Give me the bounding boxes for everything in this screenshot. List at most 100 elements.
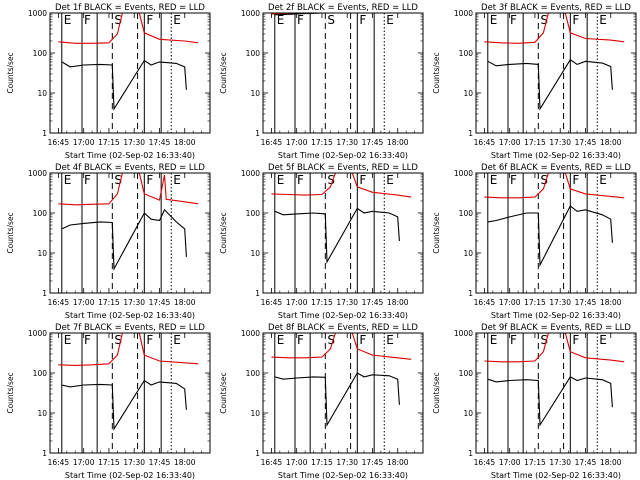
y-tick-label: 10 (250, 249, 260, 258)
y-tick-label: 1000 (454, 169, 473, 178)
y-axis-label: Counts/sec (432, 372, 441, 413)
x-tick-label: 17:15 (524, 458, 546, 467)
y-tick-label: 1 (468, 289, 473, 298)
x-axis-label: Start Time (02-Sep-02 16:33:40) (65, 471, 195, 480)
x-tick-label: 18:00 (387, 138, 409, 147)
chart-title: Det 5f BLACK = Events, RED = LLD (268, 163, 418, 173)
chart-title: Det 2f BLACK = Events, RED = LLD (268, 3, 418, 13)
y-tick-label: 1 (468, 449, 473, 458)
y-axis-label: Counts/sec (219, 212, 228, 253)
x-tick-label: 17:45 (575, 458, 597, 467)
event-marker-label: F (146, 13, 153, 27)
x-tick-label: 17:30 (549, 458, 571, 467)
plot-frame (475, 12, 637, 134)
events-series-line (61, 59, 187, 111)
events-series-line (61, 208, 187, 271)
event-marker-label: S (540, 13, 548, 27)
chart-panel-6: Det 6f BLACK = Events, RED = LLD Counts/s… (432, 163, 637, 320)
x-tick-label: 17:45 (575, 298, 597, 307)
x-tick-label: 18:00 (174, 138, 196, 147)
x-tick-label: 17:30 (336, 458, 358, 467)
chart-panel-2: Det 2f BLACK = Events, RED = LLD Counts/s… (219, 3, 424, 160)
event-marker-label: E (599, 333, 607, 347)
x-axis-label: Start Time (02-Sep-02 16:33:40) (65, 311, 195, 320)
chart-panel-5: Det 5f BLACK = Events, RED = LLD Counts/s… (219, 163, 424, 320)
x-tick-label: 17:00 (286, 298, 308, 307)
chart-panel-9: Det 9f BLACK = Events, RED = LLD Counts/s… (432, 323, 637, 480)
event-marker-label: S (540, 333, 548, 347)
chart-panel-8: Det 8f BLACK = Events, RED = LLD Counts/s… (219, 323, 424, 480)
y-axis-label: Counts/sec (6, 52, 15, 93)
x-tick-label: 17:30 (549, 138, 571, 147)
y-tick-label: 1 (255, 129, 260, 138)
event-marker-label: F (84, 173, 91, 187)
y-tick-label: 10 (250, 89, 260, 98)
x-tick-label: 17:00 (499, 458, 521, 467)
x-tick-label: 17:15 (311, 458, 333, 467)
x-axis-label: Start Time (02-Sep-02 16:33:40) (278, 471, 408, 480)
event-marker-label: S (114, 173, 122, 187)
x-tick-label: 17:00 (499, 298, 521, 307)
chart-title: Det 9f BLACK = Events, RED = LLD (481, 323, 631, 333)
y-tick-label: 100 (246, 209, 261, 218)
x-tick-label: 17:15 (98, 138, 120, 147)
event-marker-label: F (572, 333, 579, 347)
x-tick-label: 17:45 (575, 138, 597, 147)
event-marker-label: E (277, 13, 285, 27)
event-marker-label: F (146, 173, 153, 187)
y-tick-label: 1000 (28, 329, 47, 338)
x-tick-label: 16:45 (48, 458, 70, 467)
x-tick-label: 17:15 (311, 298, 333, 307)
chart-panel-3: Det 3f BLACK = Events, RED = LLD Counts/s… (432, 3, 637, 160)
x-tick-label: 16:45 (474, 458, 496, 467)
x-tick-label: 17:45 (149, 298, 171, 307)
x-tick-label: 17:00 (286, 458, 308, 467)
chart-panel-7: Det 7f BLACK = Events, RED = LLD Counts/s… (6, 323, 211, 480)
event-marker-label: F (84, 333, 91, 347)
event-marker-label: S (327, 333, 335, 347)
x-tick-label: 18:00 (600, 458, 622, 467)
x-tick-label: 16:45 (261, 298, 283, 307)
plot-frame (262, 12, 424, 134)
x-tick-label: 17:15 (311, 138, 333, 147)
x-tick-label: 17:15 (524, 298, 546, 307)
y-tick-label: 100 (246, 49, 261, 58)
event-marker-label: S (114, 13, 122, 27)
chart-title: Det 7f BLACK = Events, RED = LLD (55, 323, 205, 333)
y-tick-label: 1000 (454, 329, 473, 338)
event-marker-label: F (146, 333, 153, 347)
x-axis-label: Start Time (02-Sep-02 16:33:40) (278, 151, 408, 160)
events-series-line (274, 207, 400, 264)
x-tick-label: 17:45 (149, 138, 171, 147)
y-tick-label: 10 (463, 89, 473, 98)
chart-panel-4: Det 4f BLACK = Events, RED = LLD Counts/s… (6, 163, 211, 320)
event-marker-label: S (327, 173, 335, 187)
plot-frame (262, 332, 424, 454)
event-marker-label: S (327, 13, 335, 27)
chart-title: Det 3f BLACK = Events, RED = LLD (481, 3, 631, 13)
event-marker-label: E (386, 333, 394, 347)
events-series-line (487, 376, 613, 427)
x-tick-label: 16:45 (48, 298, 70, 307)
events-series-line (487, 205, 613, 268)
event-marker-label: F (297, 333, 304, 347)
x-tick-label: 17:00 (499, 138, 521, 147)
event-marker-label: E (599, 173, 607, 187)
y-tick-label: 100 (459, 209, 474, 218)
event-marker-label: E (277, 173, 285, 187)
x-tick-label: 17:15 (98, 298, 120, 307)
x-tick-label: 18:00 (600, 138, 622, 147)
y-axis-label: Counts/sec (219, 52, 228, 93)
event-marker-label: E (490, 333, 498, 347)
x-tick-label: 17:30 (336, 138, 358, 147)
event-marker-label: F (510, 173, 517, 187)
event-marker-label: S (540, 173, 548, 187)
x-tick-label: 17:45 (362, 298, 384, 307)
y-tick-label: 1 (255, 449, 260, 458)
y-tick-label: 100 (246, 369, 261, 378)
x-tick-label: 17:45 (362, 138, 384, 147)
event-marker-label: F (359, 333, 366, 347)
event-marker-label: E (599, 13, 607, 27)
y-tick-label: 1 (42, 129, 47, 138)
